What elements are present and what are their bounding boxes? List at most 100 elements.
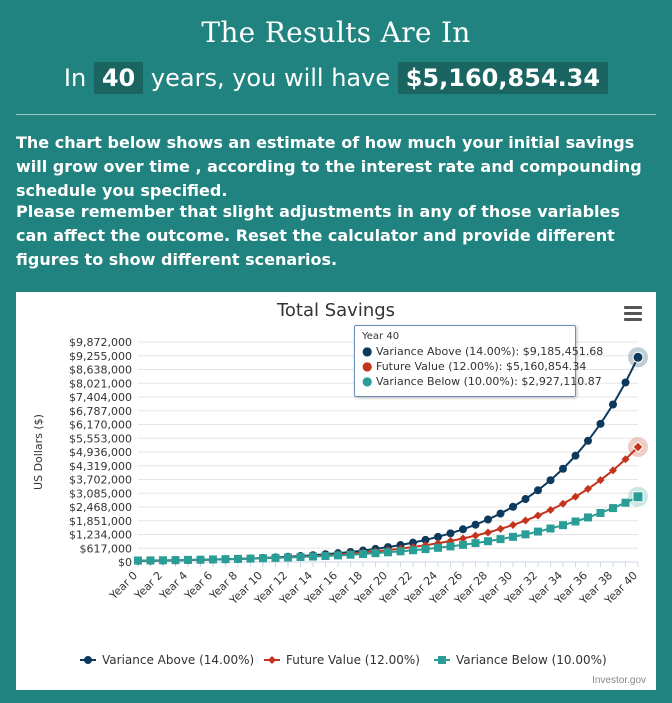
data-point [509,520,517,529]
data-point [596,419,605,428]
data-point [571,517,580,526]
data-point [559,499,567,508]
data-point [409,538,417,547]
data-point [484,537,492,546]
data-point [509,532,517,541]
data-point [446,542,455,551]
data-point [209,555,217,564]
data-point [384,548,392,557]
data-point [584,484,592,493]
data-point [534,486,542,495]
data-point [534,527,542,536]
data-point [559,464,567,473]
data-point [309,552,317,561]
y-tick-label: $6,170,000 [69,419,132,432]
total-highlight: $5,160,854.34 [397,62,609,94]
data-point [609,400,617,409]
data-point [621,498,630,507]
summary-prefix: In [63,64,87,92]
data-point [421,535,430,544]
legend-label[interactable]: Future Value (12.00%) [286,653,420,667]
data-point [296,553,305,562]
tooltip-row: ● Future Value (12.00%): $5,160,854.34 [362,359,587,373]
data-point [571,451,580,460]
tooltip-row-label: Variance Below (10.00%): $2,927,110.87 [375,375,602,388]
tooltip-row: ● Variance Above (14.00%): $9,185,451.68 [362,344,604,358]
data-point [546,476,555,485]
data-point [271,553,280,562]
chart-plot: $0$617,000$1,234,000$1,851,000$2,468,000… [32,336,648,667]
data-point [434,543,442,552]
data-point [434,539,442,548]
y-tick-label: $4,319,000 [69,460,132,473]
chart-tooltip: Year 40 ● Variance Above (14.00%): $9,18… [354,325,604,397]
data-point [571,492,580,501]
data-point [184,555,192,564]
data-point [484,528,492,537]
tooltip-row-label: Variance Above (14.00%): $9,185,451.68 [375,345,604,358]
y-tick-label: $9,872,000 [69,336,132,349]
data-point [396,547,405,556]
data-point [421,545,430,554]
x-tick-label: Year 4 [156,569,190,603]
y-tick-label: $2,468,000 [69,501,132,514]
tooltip-row-label: Future Value (12.00%): $5,160,854.34 [375,360,587,373]
y-tick-label: $4,936,000 [69,446,132,459]
data-point [146,556,155,565]
data-point [621,378,630,387]
data-point [534,511,542,520]
data-point [509,502,517,511]
data-point [471,539,480,548]
results-title: The Results Are In [201,16,471,49]
data-point [621,455,630,464]
data-point [632,441,644,453]
source-credit: Investor.gov [592,675,646,686]
data-point [321,551,330,560]
data-point [484,515,492,524]
data-point [459,525,467,534]
y-tick-label: $3,085,000 [69,487,132,500]
years-highlight: 40 [93,62,144,94]
hamburger-menu-icon[interactable] [624,306,642,321]
data-point [159,556,167,565]
data-point [134,556,142,565]
x-tick-label: Year 2 [131,569,165,603]
data-point [471,531,480,540]
data-point [334,551,342,560]
chart-title: Total Savings [276,300,396,321]
explanation-paragraph: The chart below shows an estimate of how… [16,133,642,200]
x-tick-label: Year 0 [106,569,140,603]
data-point [434,532,442,541]
data-point [459,534,467,543]
data-point [546,505,555,514]
y-tick-label: $5,553,000 [69,432,132,445]
data-point [496,509,505,518]
data-point [234,554,242,563]
data-point [546,524,555,533]
data-point [409,546,417,555]
y-axis-title: US Dollars ($) [32,414,45,490]
data-point [521,530,530,539]
data-point [632,351,644,363]
y-tick-label: $8,021,000 [69,377,132,390]
legend-marker [438,656,446,664]
data-point [284,553,292,562]
data-point [346,550,355,559]
divider [16,114,656,115]
tooltip-title: Year 40 [362,331,400,342]
data-point [496,535,505,544]
y-tick-label: $617,000 [80,542,133,555]
data-point [596,476,605,485]
x-tick-label: Year 6 [181,569,215,603]
data-point [559,521,567,530]
data-point [609,504,617,513]
data-point [471,520,480,529]
data-point [632,491,644,503]
data-point [171,556,180,565]
legend-label[interactable]: Variance Below (10.00%) [456,653,607,667]
data-point [446,529,455,538]
y-tick-label: $0 [118,556,132,569]
legend-label[interactable]: Variance Above (14.00%) [102,653,254,667]
data-point [221,555,230,564]
y-tick-label: $9,255,000 [69,350,132,363]
